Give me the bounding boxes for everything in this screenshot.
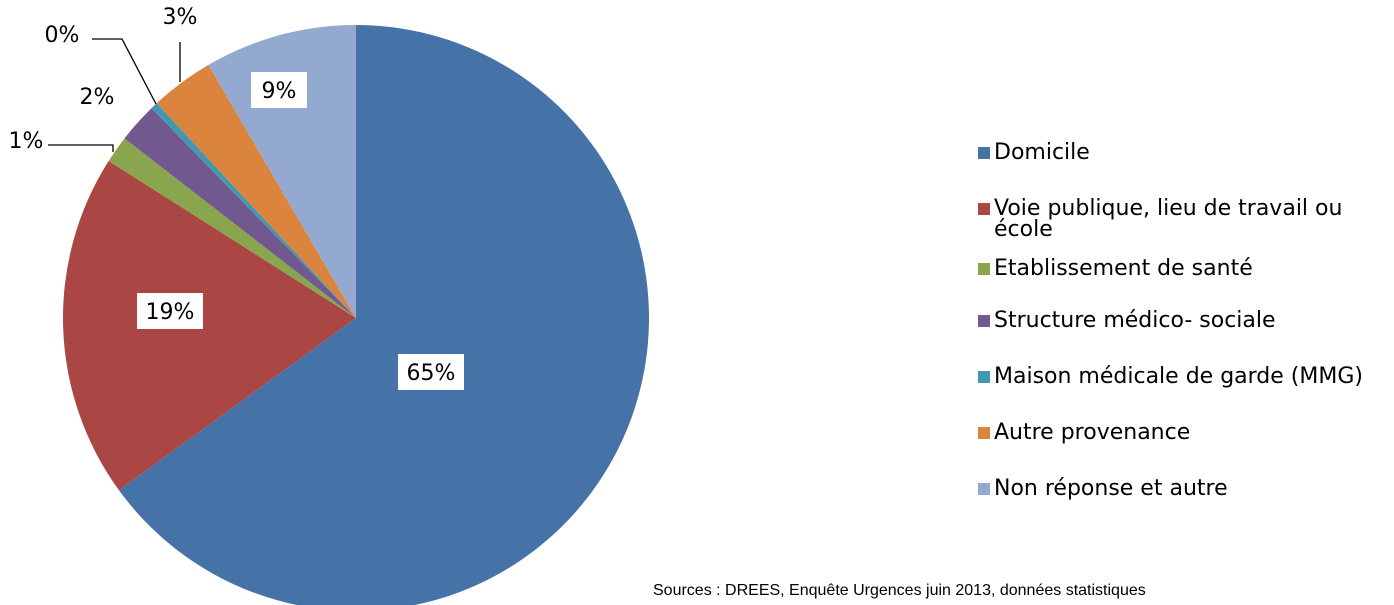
pie-slice <box>151 103 356 318</box>
data-label-text: 9% <box>262 79 297 104</box>
data-label-text: 0% <box>45 23 80 48</box>
pie-slice <box>63 161 356 491</box>
legend-label: Maison médicale de garde (MMG) <box>994 364 1363 389</box>
source-note: Sources : DREES, Enquête Urgences juin 2… <box>653 582 1146 599</box>
legend-item: Autre provenance <box>972 418 1392 474</box>
legend-label: Domicile <box>994 140 1090 165</box>
pie-slice <box>108 138 357 318</box>
legend-swatch <box>978 263 990 275</box>
data-label-text: 2% <box>80 85 115 110</box>
data-label-text: 65% <box>407 361 456 386</box>
pie-slice <box>118 25 649 605</box>
legend-item: Voie publique, lieu de travail ou école <box>972 194 1392 254</box>
legend-swatch <box>978 203 990 215</box>
leader-line <box>48 144 114 152</box>
data-label: 65% <box>398 354 464 390</box>
legend-swatch <box>978 371 990 383</box>
data-label-text: 3% <box>163 5 198 30</box>
pie-slice <box>124 108 356 318</box>
legend-label: Structure médico- sociale <box>994 308 1276 333</box>
legend-item: Non réponse et autre <box>972 474 1392 530</box>
legend-swatch <box>978 147 990 159</box>
data-label-text: 19% <box>146 300 195 325</box>
legend: Domicile Voie publique, lieu de travail … <box>972 138 1392 530</box>
legend-item: Etablissement de santé <box>972 254 1392 306</box>
legend-label: Non réponse et autre <box>994 476 1228 501</box>
data-label-text: 1% <box>9 129 44 154</box>
legend-label: Etablissement de santé <box>994 256 1253 281</box>
legend-label: Voie publique, lieu de travail ou école <box>994 196 1343 242</box>
legend-swatch <box>978 315 990 327</box>
legend-item: Maison médicale de garde (MMG) <box>972 362 1392 418</box>
legend-item: Domicile <box>972 138 1392 194</box>
leader-line <box>92 38 157 105</box>
legend-label: Autre provenance <box>994 420 1191 445</box>
legend-item: Structure médico- sociale <box>972 306 1392 362</box>
pie-chart: 65% 19% 1% 2% 0% 3% 9% <box>9 5 649 605</box>
data-label: 9% <box>251 72 307 108</box>
pie-slice <box>156 64 356 318</box>
legend-swatch <box>978 483 990 495</box>
pie-slice <box>208 25 356 318</box>
legend-swatch <box>978 427 990 439</box>
data-label: 19% <box>137 293 203 329</box>
